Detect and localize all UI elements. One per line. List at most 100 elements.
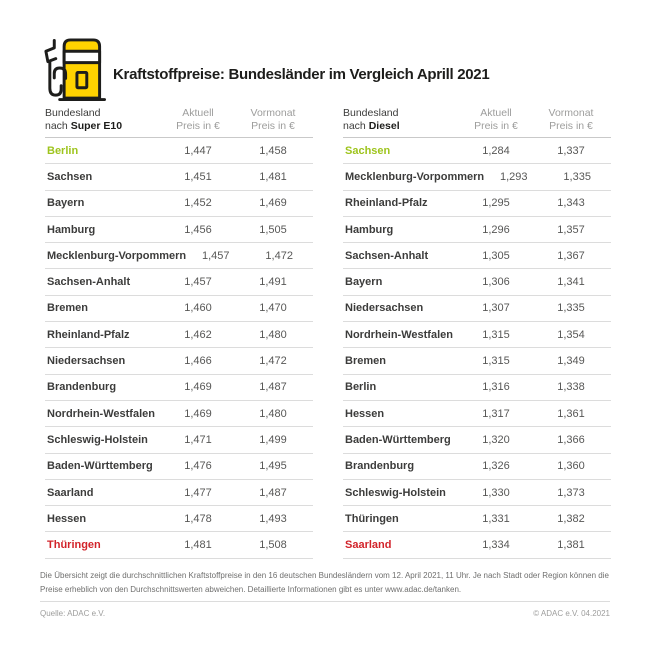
table-row: Thüringen 1,331 1,382 bbox=[343, 506, 611, 533]
price-current-cell: 1,320 bbox=[482, 433, 510, 446]
page-title: Kraftstoffpreise: Bundesländer im Vergle… bbox=[113, 66, 490, 83]
price-current-cell: 1,306 bbox=[482, 276, 510, 289]
state-name-cell: Saarland bbox=[345, 539, 392, 552]
state-name-cell: Thüringen bbox=[345, 512, 399, 525]
price-current-cell: 1,469 bbox=[184, 407, 212, 420]
price-previous-cell: 1,469 bbox=[259, 197, 287, 210]
price-current-cell: 1,334 bbox=[482, 539, 510, 552]
copyright-note: © ADAC e.V. 04.2021 bbox=[533, 609, 610, 618]
price-current-cell: 1,457 bbox=[201, 249, 230, 262]
state-name-cell: Rheinland-Pfalz bbox=[345, 197, 428, 210]
table-row: Rheinland-Pfalz 1,295 1,343 bbox=[343, 191, 611, 217]
price-current-cell: 1,469 bbox=[184, 381, 212, 394]
price-current-cell: 1,326 bbox=[482, 460, 510, 473]
column-header-line1: Bundesland bbox=[45, 107, 101, 119]
price-current-cell: 1,330 bbox=[482, 486, 510, 499]
footnote-line-1: Die Übersicht zeigt die durchschnittlich… bbox=[40, 571, 609, 580]
state-name-cell: Hessen bbox=[47, 512, 87, 525]
price-previous-cell: 1,480 bbox=[259, 407, 287, 420]
price-previous-cell: 1,505 bbox=[259, 223, 287, 236]
table-row: Sachsen-Anhalt 1,305 1,367 bbox=[343, 243, 611, 270]
price-previous-cell: 1,337 bbox=[557, 144, 585, 157]
price-current-cell: 1,295 bbox=[482, 197, 510, 210]
column-header-vormonat-line2: Preis in € bbox=[549, 119, 593, 132]
state-name-cell: Sachsen-Anhalt bbox=[345, 249, 429, 262]
table-row: Thüringen 1,481 1,508 bbox=[45, 532, 313, 559]
price-previous-cell: 1,381 bbox=[557, 539, 585, 552]
state-name-cell: Mecklenburg-Vorpommern bbox=[345, 170, 485, 183]
column-header-line2-prefix: nach bbox=[343, 119, 369, 132]
price-previous-cell: 1,343 bbox=[557, 197, 585, 210]
price-current-cell: 1,317 bbox=[482, 407, 510, 420]
table-row: Niedersachsen 1,466 1,472 bbox=[45, 348, 313, 375]
state-name-cell: Schleswig-Holstein bbox=[47, 433, 148, 446]
state-name-cell: Sachsen bbox=[47, 170, 93, 183]
price-current-cell: 1,451 bbox=[184, 170, 212, 183]
price-current-cell: 1,331 bbox=[482, 512, 510, 525]
fuel-type-label: Super E10 bbox=[70, 119, 123, 132]
state-name-cell: Saarland bbox=[47, 486, 94, 499]
table-row: Bremen 1,460 1,470 bbox=[45, 296, 313, 323]
price-previous-cell: 1,338 bbox=[557, 381, 585, 394]
price-current-cell: 1,471 bbox=[184, 433, 212, 446]
column-header-line1: Bundesland bbox=[343, 107, 399, 119]
table-row: Bayern 1,306 1,341 bbox=[343, 269, 611, 296]
price-previous-cell: 1,361 bbox=[557, 407, 585, 420]
table-row: Bayern 1,452 1,469 bbox=[45, 191, 313, 217]
price-previous-cell: 1,480 bbox=[259, 328, 287, 341]
price-previous-cell: 1,335 bbox=[557, 302, 585, 315]
price-current-cell: 1,456 bbox=[184, 223, 212, 236]
price-previous-cell: 1,366 bbox=[557, 433, 585, 446]
column-header-aktuell-line2: Preis in € bbox=[176, 119, 220, 132]
column-header-aktuell-line1: Aktuell bbox=[182, 107, 214, 119]
state-name-cell: Niedersachsen bbox=[47, 355, 126, 368]
column-header-aktuell-line1: Aktuell bbox=[480, 107, 512, 119]
state-name-cell: Mecklenburg-Vorpommern bbox=[47, 249, 187, 262]
table-row: Saarland 1,477 1,487 bbox=[45, 480, 313, 507]
price-previous-cell: 1,487 bbox=[259, 486, 287, 499]
price-previous-cell: 1,349 bbox=[557, 355, 585, 368]
price-previous-cell: 1,495 bbox=[259, 460, 287, 473]
table-row: Bremen 1,315 1,349 bbox=[343, 348, 611, 375]
footnote: Die Übersicht zeigt die durchschnittlich… bbox=[40, 569, 615, 597]
price-previous-cell: 1,491 bbox=[259, 276, 287, 289]
table-header-super-e10: Bundesland nach Super E10 Aktuell Preis … bbox=[45, 106, 313, 138]
table-diesel: Bundesland nach Diesel Aktuell Preis in … bbox=[343, 106, 611, 559]
price-current-cell: 1,296 bbox=[482, 223, 510, 236]
state-name-cell: Niedersachsen bbox=[345, 302, 424, 315]
column-header-bundesland: Bundesland nach Diesel bbox=[343, 107, 461, 132]
price-previous-cell: 1,458 bbox=[259, 144, 287, 157]
column-header-vormonat-line2: Preis in € bbox=[251, 119, 295, 132]
table-row: Hessen 1,317 1,361 bbox=[343, 401, 611, 428]
state-name-cell: Hamburg bbox=[47, 223, 96, 236]
price-previous-cell: 1,367 bbox=[557, 249, 585, 262]
price-current-cell: 1,447 bbox=[184, 144, 212, 157]
state-name-cell: Nordrhein-Westfalen bbox=[47, 407, 155, 420]
table-row: Rheinland-Pfalz 1,462 1,480 bbox=[45, 322, 313, 349]
price-current-cell: 1,478 bbox=[184, 512, 212, 525]
table-header-diesel: Bundesland nach Diesel Aktuell Preis in … bbox=[343, 106, 611, 138]
table-row: Nordrhein-Westfalen 1,315 1,354 bbox=[343, 322, 611, 349]
table-row: Hessen 1,478 1,493 bbox=[45, 506, 313, 533]
state-name-cell: Rheinland-Pfalz bbox=[47, 328, 130, 341]
price-current-cell: 1,316 bbox=[482, 381, 510, 394]
state-name-cell: Bremen bbox=[345, 355, 386, 368]
fuel-type-label: Diesel bbox=[368, 119, 400, 132]
table-row: Niedersachsen 1,307 1,335 bbox=[343, 296, 611, 323]
price-previous-cell: 1,487 bbox=[259, 381, 287, 394]
price-previous-cell: 1,493 bbox=[259, 512, 287, 525]
price-previous-cell: 1,472 bbox=[259, 355, 287, 368]
table-row: Brandenburg 1,469 1,487 bbox=[45, 375, 313, 401]
state-name-cell: Hessen bbox=[345, 407, 385, 420]
price-previous-cell: 1,481 bbox=[259, 170, 287, 183]
price-current-cell: 1,305 bbox=[482, 249, 510, 262]
price-previous-cell: 1,335 bbox=[563, 170, 591, 183]
table-row: Baden-Württemberg 1,476 1,495 bbox=[45, 454, 313, 480]
table-row: Mecklenburg-Vorpommern 1,293 1,335 bbox=[343, 164, 611, 191]
price-current-cell: 1,466 bbox=[184, 355, 212, 368]
price-current-cell: 1,460 bbox=[184, 302, 212, 315]
table-row: Mecklenburg-Vorpommern 1,457 1,472 bbox=[45, 243, 313, 270]
table-row: Saarland 1,334 1,381 bbox=[343, 532, 611, 559]
state-name-cell: Bayern bbox=[47, 197, 85, 210]
